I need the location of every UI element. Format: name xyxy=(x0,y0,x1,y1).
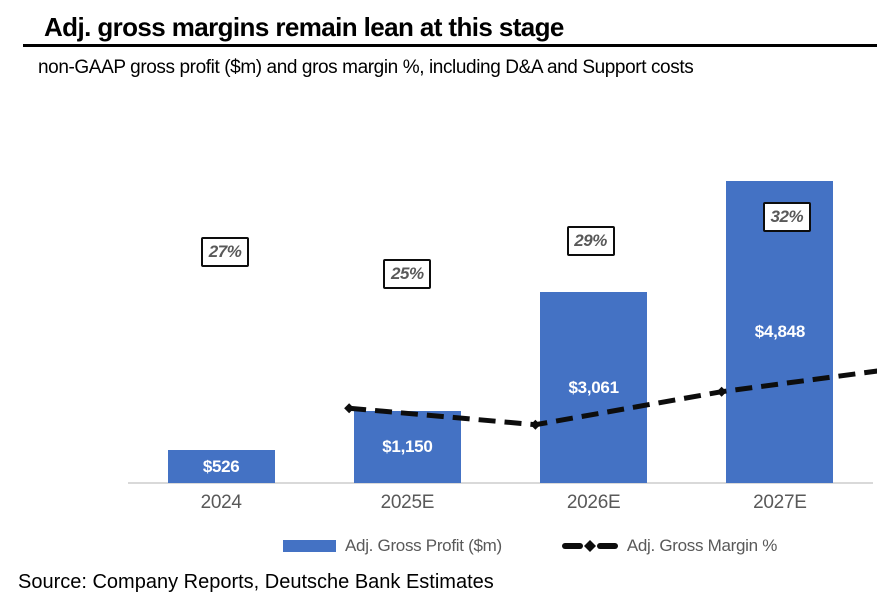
bar-value-label-2025e: $1,150 xyxy=(382,437,433,457)
legend-item-gross-margin: Adj. Gross Margin % xyxy=(561,536,778,556)
legend-label-gross-profit: Adj. Gross Profit ($m) xyxy=(345,536,502,555)
legend-item-gross-profit: Adj. Gross Profit ($m) xyxy=(283,536,502,556)
x-axis-label-2025e: 2025E xyxy=(380,492,435,513)
title-underline xyxy=(23,44,877,47)
diamond-marker xyxy=(344,403,355,414)
margin-label-2024: 27% xyxy=(201,237,250,268)
margin-line xyxy=(344,368,877,430)
bar-2024 xyxy=(167,450,275,483)
chart-plot-area: $526 $1,150 $3,061 $4,848 27% 25% 29% 32% xyxy=(128,148,877,483)
x-axis-label-2027e: 2027E xyxy=(753,492,807,513)
x-axis-label-2024: 2024 xyxy=(200,492,242,513)
bar-2026e xyxy=(540,292,648,483)
source-note: Source: Company Reports, Deutsche Bank E… xyxy=(18,571,494,593)
dashed-line-diamond-icon xyxy=(561,540,618,552)
diamond-marker xyxy=(716,386,727,397)
x-axis-label-2026e: 2026E xyxy=(566,492,621,513)
bar-swatch-icon xyxy=(283,540,336,552)
diamond-marker xyxy=(530,419,541,430)
bar-value-label-2027e: $4,848 xyxy=(754,322,806,342)
bar-value-label-2024: $526 xyxy=(202,456,240,476)
bar-value-label-2026e: $3,061 xyxy=(568,377,620,397)
page-subtitle: non-GAAP gross profit ($m) and gros marg… xyxy=(38,57,694,78)
legend: Adj. Gross Profit ($m) Adj. Gross Margin… xyxy=(283,536,777,556)
x-axis-line xyxy=(128,482,873,484)
margin-label-2027e: 32% xyxy=(762,201,811,232)
page-title: Adj. gross margins remain lean at this s… xyxy=(44,12,564,42)
margin-label-2025e: 25% xyxy=(383,258,432,289)
bar-2025e xyxy=(353,411,461,483)
margin-label-2026e: 29% xyxy=(566,225,615,256)
legend-label-gross-margin: Adj. Gross Margin % xyxy=(626,536,778,555)
